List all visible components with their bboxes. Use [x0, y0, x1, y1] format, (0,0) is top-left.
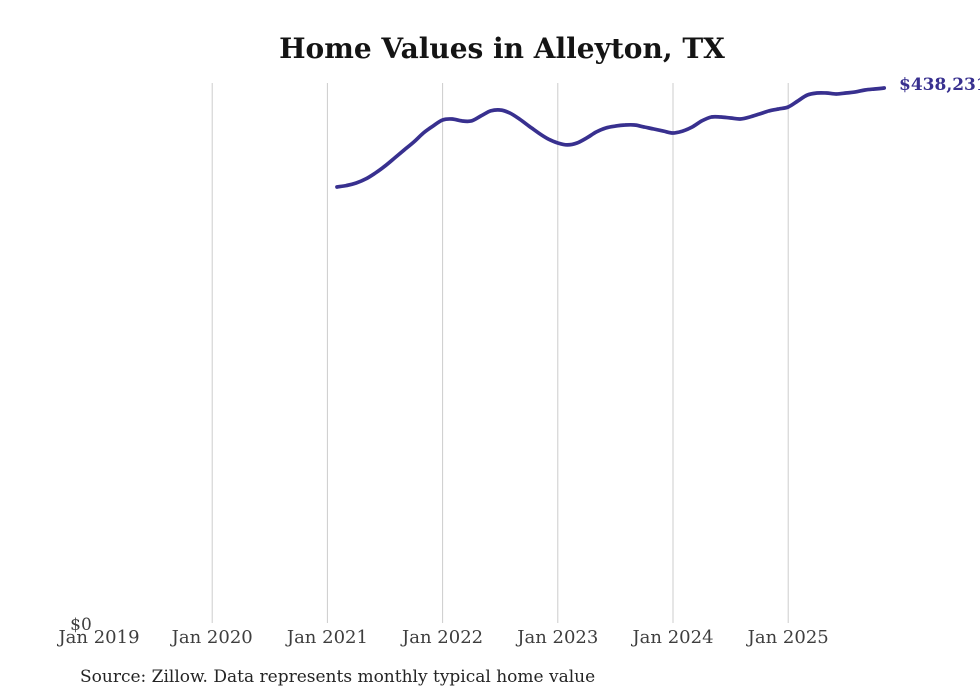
y-axis-zero-label: $0: [70, 615, 92, 635]
x-axis-tick-label: Jan 2020: [170, 627, 253, 648]
x-axis-tick-label: Jan 2022: [400, 627, 483, 648]
x-axis-tick-label: Jan 2023: [515, 627, 598, 648]
chart-title: Home Values in Alleyton, TX: [279, 32, 725, 65]
x-axis-tick-label: Jan 2021: [285, 627, 368, 648]
x-axis-tick-label: Jan 2019: [56, 627, 139, 648]
x-axis-tick-label: Jan 2025: [746, 627, 829, 648]
x-axis-tick-label: Jan 2024: [630, 627, 713, 648]
home-value-line: [335, 86, 887, 189]
x-axis-labels: Jan 2019 Jan 2020 Jan 2021 Jan 2022 Jan 2023…: [56, 627, 828, 648]
source-note: Source: Zillow. Data represents monthly …: [80, 667, 595, 687]
year-gridlines: [211, 83, 789, 623]
latest-value-label: $438,231: [899, 75, 980, 95]
